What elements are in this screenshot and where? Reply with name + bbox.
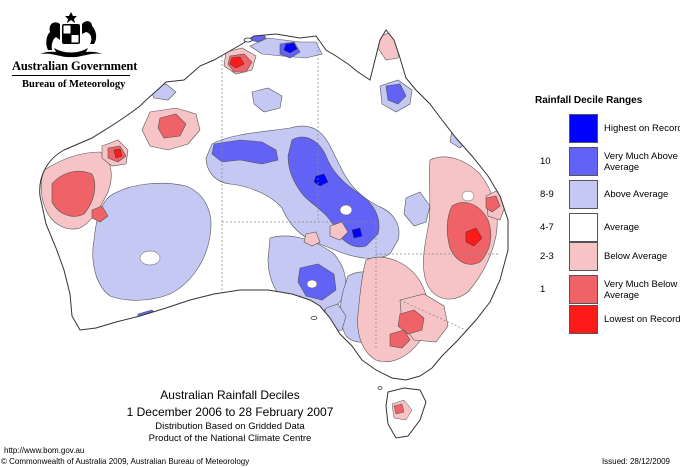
legend-label: Below Average [604,251,668,262]
legend-item-above: 8-9 Above Average [540,180,680,209]
legend-swatch [569,242,598,271]
legend-decile [540,114,562,143]
legend-item-very-much-below: 1 Very Much Below Average [540,275,680,304]
legend-label: Lowest on Record [604,314,680,325]
coat-of-arms-logo [40,12,102,58]
legend-swatch [569,213,598,242]
legend-item-lowest: Lowest on Record [540,305,680,334]
tasmania-region [385,387,427,439]
copyright-notice: © Commonwealth of Australia 2009, Austra… [1,457,250,466]
map-basis: Distribution Based on Gridded Data [155,421,305,432]
legend-swatch [569,180,598,209]
website-link[interactable]: http://www.bom.gov.au [4,446,85,455]
legend-swatch [569,114,598,143]
legend-decile: 8-9 [540,189,554,200]
legend-decile: 1 [540,284,546,295]
legend-label: Very Much Below Average [604,278,678,301]
issued-date: Issued: 28/12/2009 [601,457,670,466]
australia-rainfall-map [39,29,509,439]
legend-swatch [569,147,598,176]
legend-label: Highest on Record [604,123,680,134]
map-title: Australian Rainfall Deciles [160,388,300,402]
bureau-title: Bureau of Meteorology [22,79,126,90]
legend-item-very-much-above: 10 Very Much Above Average [540,147,680,176]
legend-item-below: 2-3 Below Average [540,242,680,271]
map-product: Product of the National Climate Centre [148,433,312,444]
legend-decile: 2-3 [540,251,554,262]
legend-decile: 4-7 [540,222,554,233]
legend-title: Rainfall Decile Ranges [535,95,643,106]
header-divider [12,75,130,76]
legend-item-highest: Highest on Record [540,114,680,143]
legend-decile: 10 [540,156,551,167]
legend-item-average: 4-7 Average [540,213,680,242]
legend-label: Average [604,222,640,233]
legend-label: Above Average [604,189,669,200]
legend-decile [540,305,562,334]
map-period: 1 December 2006 to 28 February 2007 [126,405,334,419]
legend-swatch [569,275,598,304]
legend-swatch [569,305,598,334]
legend-label: Very Much Above Average [604,150,678,173]
decile-regions [40,30,507,362]
government-title: Australian Government [12,59,138,73]
